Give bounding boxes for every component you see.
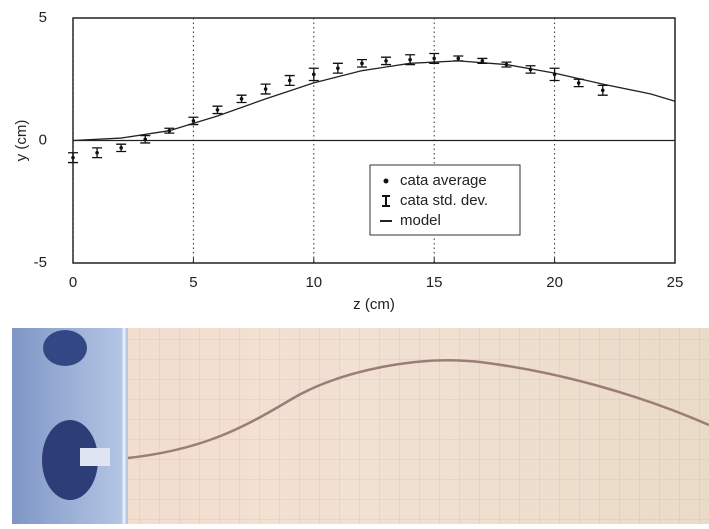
data-point — [600, 88, 605, 93]
y-tick-label: -5 — [34, 254, 47, 271]
data-point — [456, 56, 461, 61]
y-tick-label: 0 — [39, 131, 47, 148]
legend-marker — [383, 178, 389, 184]
data-point — [95, 150, 99, 155]
data-point — [576, 81, 581, 85]
data-point — [71, 155, 75, 160]
y-tick-label: 5 — [39, 9, 47, 26]
data-point — [191, 119, 196, 123]
x-tick-label: 0 — [69, 274, 77, 291]
legend-label: cata average — [400, 172, 487, 189]
data-point — [336, 66, 340, 71]
data-point — [360, 61, 364, 66]
x-tick-label: 25 — [667, 274, 684, 291]
legend-marker — [382, 195, 390, 207]
data-point — [312, 72, 316, 77]
x-axis-label: z (cm) — [353, 296, 395, 313]
data-point — [552, 72, 557, 77]
data-point — [432, 56, 437, 61]
data-point — [408, 57, 412, 62]
legend-label: cata std. dev. — [400, 192, 488, 209]
y-axis-label: y (cm) — [13, 120, 30, 162]
data-point — [480, 59, 485, 63]
data-point — [504, 62, 509, 67]
data-point — [167, 128, 172, 133]
model-line — [72, 60, 676, 142]
chart: 0 5 10 15 20 25 -5 0 5 z (cm) y (cm) cata average ca… — [13, 9, 683, 313]
data-point — [239, 97, 244, 101]
x-tick-label: 15 — [426, 274, 443, 291]
photo — [12, 328, 709, 524]
data-point — [215, 108, 220, 112]
data-point — [143, 137, 148, 142]
x-tick-label: 10 — [305, 274, 322, 291]
x-tick-label: 5 — [189, 274, 197, 291]
legend-box — [369, 164, 521, 236]
x-tick-label: 20 — [546, 274, 563, 291]
data-point — [528, 67, 533, 72]
data-point — [263, 87, 268, 91]
data-point — [119, 146, 123, 150]
data-point — [384, 59, 388, 63]
legend-label: model — [400, 212, 441, 229]
data-point — [287, 78, 292, 83]
